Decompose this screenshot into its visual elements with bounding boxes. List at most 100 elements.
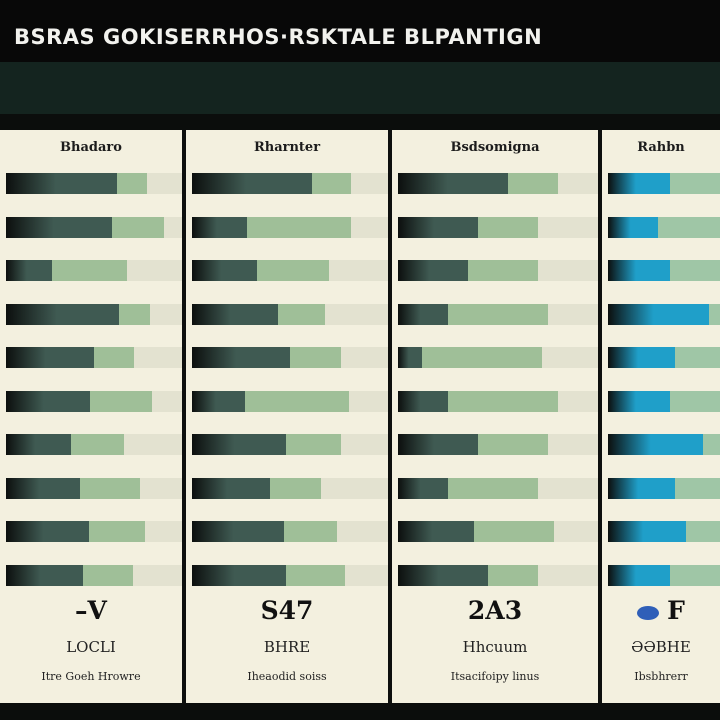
panel-big-value: F [602, 596, 720, 625]
bar-row [608, 390, 720, 412]
bar-segment-2 [478, 216, 538, 238]
bar-segment-1 [608, 521, 687, 542]
bar-segment-2 [118, 303, 151, 325]
bar-segment-1 [192, 477, 271, 499]
title-bar: BSRAS GOKISERRHOS·RSKTALE BLPANTIGN [0, 0, 720, 62]
bar-segment-1 [398, 260, 468, 281]
bar-segment-2 [286, 434, 341, 455]
bar-segment-3 [145, 521, 182, 542]
bar-segment-3 [134, 347, 182, 368]
bar-row [608, 347, 720, 368]
bar-row [192, 477, 388, 499]
bar-row [6, 521, 182, 542]
bar-row [6, 564, 182, 586]
bar-segment-3 [538, 216, 598, 238]
bar-segment-2 [278, 303, 326, 325]
bar-segment-1 [6, 173, 117, 194]
bar-segment-3 [132, 564, 182, 586]
bar-row [398, 521, 598, 542]
bar-segment-2 [246, 216, 351, 238]
bar-segment-3 [548, 434, 598, 455]
bar-row [608, 521, 720, 542]
panel-big-value: –V [75, 596, 107, 625]
bar-segment-1 [608, 260, 670, 281]
bar-segment-2 [508, 173, 558, 194]
bar-segment-1 [192, 521, 285, 542]
bar-segment-3 [150, 303, 182, 325]
panel-note: Itsacifoipy linus [450, 670, 540, 683]
bar-row [192, 216, 388, 238]
bar-segment-1 [6, 216, 112, 238]
bar-segment-2 [669, 390, 720, 412]
bar-segment-1 [608, 216, 659, 238]
bar-row [608, 260, 720, 281]
panel-sub-label: ƏƏBHE [631, 638, 691, 656]
bar-segment-1 [192, 303, 279, 325]
bar-segment-1 [398, 216, 478, 238]
bar-segment-3 [558, 173, 598, 194]
bar-segment-1 [6, 260, 52, 281]
bar-segment-1 [6, 564, 84, 586]
bar-row [192, 434, 388, 455]
bar-segment-2 [669, 173, 720, 194]
panel-note: Itre Goeh Hrowre [41, 670, 141, 683]
bar-segment-1 [398, 390, 448, 412]
bar-segment-3 [152, 390, 182, 412]
bar-segment-3 [548, 303, 598, 325]
bar-segment-3 [321, 477, 388, 499]
panel-note: Ibsbhrerr [634, 670, 688, 683]
panel-sub-label: Hhcuum [462, 638, 528, 656]
bar-segment-3 [127, 260, 182, 281]
panel-big-value: S47 [260, 596, 314, 625]
bar-segment-2 [290, 347, 341, 368]
bar-row [398, 477, 598, 499]
panel-header: Rahbn [637, 140, 685, 155]
bar-row [608, 434, 720, 455]
bar-segment-1 [608, 434, 704, 455]
bar-segment-3 [350, 216, 388, 238]
bar-segment-1 [608, 564, 670, 586]
bar-segment-1 [398, 434, 478, 455]
panel-big-value-text: F [667, 596, 685, 625]
bar-row [192, 390, 388, 412]
bar-segment-1 [608, 347, 676, 368]
bar-row [192, 521, 388, 542]
bar-row [6, 173, 182, 194]
bar-row [6, 260, 182, 281]
bar-segment-1 [192, 173, 312, 194]
bar-segment-2 [256, 260, 330, 281]
panel-3: Bsdsomigna 2A3 Hhcuum Itsacifoipy linus [392, 130, 598, 703]
bar-segment-2 [474, 521, 554, 542]
bar-row [398, 260, 598, 281]
bar-segment-2 [94, 347, 135, 368]
bar-segment-1 [398, 303, 448, 325]
footer-strip [0, 703, 720, 720]
panel-sub-label: BHRE [263, 638, 311, 656]
bar-segment-2 [90, 390, 153, 412]
bar-row [608, 477, 720, 499]
bar-segment-2 [658, 216, 720, 238]
bar-segment-3 [340, 434, 388, 455]
bar-segment-1 [6, 434, 72, 455]
header-band [0, 62, 720, 114]
bar-segment-3 [558, 390, 598, 412]
bar-row [6, 390, 182, 412]
bar-segment-1 [608, 477, 676, 499]
panel-1: Bhadaro –V LOCLI Itre Goeh Hrowre [0, 130, 182, 703]
bar-segment-2 [468, 260, 538, 281]
bar-segment-2 [708, 303, 720, 325]
panel-header: Bsdsomigna [450, 140, 540, 155]
bar-segment-2 [488, 564, 538, 586]
bar-segment-3 [554, 521, 598, 542]
bar-segment-2 [686, 521, 720, 542]
bar-row [608, 173, 720, 194]
bar-segment-2 [284, 521, 338, 542]
bar-row [398, 564, 598, 586]
bar-segment-1 [192, 434, 287, 455]
bar-segment-2 [448, 390, 558, 412]
bar-segment-2 [71, 434, 124, 455]
panel-header: Bhadaro [60, 140, 122, 155]
divider-strip [0, 114, 720, 130]
chart-title: BSRAS GOKISERRHOS·RSKTALE BLPANTIGN [14, 25, 543, 49]
bar-row [192, 173, 388, 194]
